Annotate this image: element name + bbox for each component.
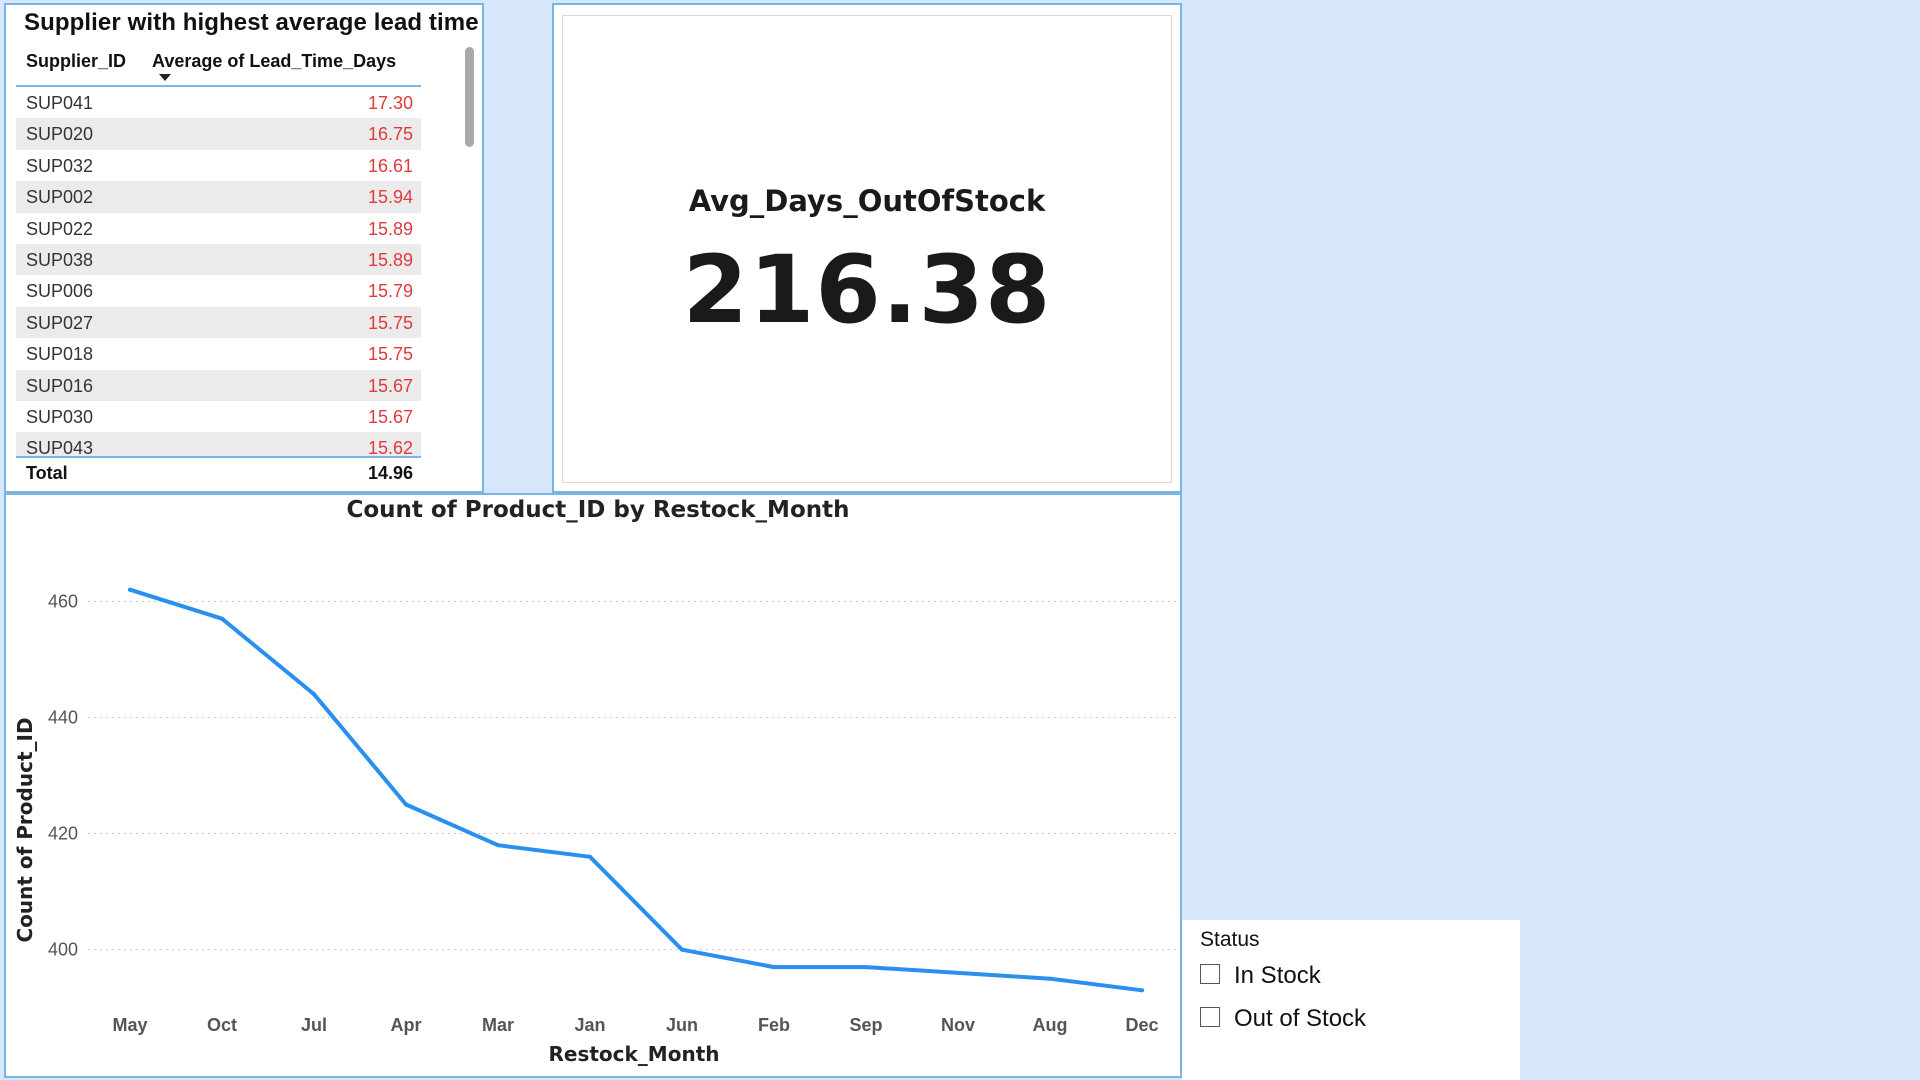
line-chart-svg: Count of Product_ID by Restock_Month 400 4… <box>13 497 1176 1066</box>
supplier-id-cell: SUP016 <box>26 375 94 396</box>
supplier-id-cell: SUP006 <box>26 281 94 302</box>
y-tick-label: 440 <box>48 707 78 727</box>
table-row[interactable]: SUP041 17.30 <box>16 87 421 118</box>
supplier-id-cell: SUP022 <box>26 218 94 239</box>
x-tick-label: Apr <box>391 1015 422 1035</box>
x-tick-label: Jun <box>666 1015 698 1035</box>
supplier-id-cell: SUP020 <box>26 124 94 145</box>
x-axis-title: Restock_Month <box>548 1042 719 1066</box>
lead-time-cell: 16.61 <box>367 155 413 176</box>
card-label: Avg_Days_OutOfStock <box>688 184 1046 218</box>
supplier-id-cell: SUP032 <box>26 155 94 176</box>
supplier-lead-time-table: Supplier with highest average lead time … <box>4 3 484 493</box>
y-tick-label: 400 <box>48 940 78 960</box>
table-body: SUP041 17.30 SUP020 16.75 SUP032 16.61 SUP002 1… <box>16 87 421 458</box>
x-tick-label: Dec <box>1125 1015 1158 1035</box>
x-tick-label: Mar <box>482 1015 514 1035</box>
table-scrollbar[interactable] <box>465 47 474 147</box>
table-row[interactable]: SUP020 16.75 <box>16 118 421 150</box>
sort-descending-icon[interactable] <box>159 74 171 81</box>
data-point <box>1140 988 1144 993</box>
y-axis-title: Count of Product_ID <box>13 717 37 942</box>
y-tick-label: 420 <box>48 824 78 844</box>
status-slicer: Status In Stock Out of Stock <box>1182 920 1520 1080</box>
lead-time-cell: 15.67 <box>367 406 413 427</box>
x-tick-label: Jan <box>574 1015 605 1035</box>
x-tick-label: Sep <box>849 1015 882 1035</box>
slicer-item-label: Out of Stock <box>1234 1005 1367 1032</box>
table-grid: Supplier_ID Average of Lead_Time_Days SU… <box>16 45 421 488</box>
restock-month-line-chart: Count of Product_ID by Restock_Month 400 4… <box>4 493 1182 1078</box>
chart-title: Count of Product_ID by Restock_Month <box>347 497 850 523</box>
lead-time-cell: 15.67 <box>367 375 413 396</box>
lead-time-cell: 15.75 <box>367 312 413 333</box>
card-value: 216.38 <box>682 236 1052 345</box>
supplier-id-cell: SUP002 <box>26 187 94 208</box>
data-point <box>1048 976 1052 981</box>
slicer-item-label: In Stock <box>1234 962 1321 989</box>
x-tick-label: Feb <box>758 1015 790 1035</box>
supplier-id-cell: SUP027 <box>26 312 94 333</box>
checkbox-in-stock[interactable] <box>1200 964 1220 984</box>
data-point <box>772 965 776 970</box>
lead-time-cell: 15.79 <box>367 281 413 302</box>
supplier-id-cell: SUP041 <box>26 93 94 113</box>
x-tick-label: Aug <box>1033 1015 1068 1035</box>
supplier-id-cell: SUP038 <box>26 249 94 270</box>
data-point <box>128 587 132 592</box>
card-frame: Avg_Days_OutOfStock 216.38 <box>562 15 1172 483</box>
table-row[interactable]: SUP018 15.75 <box>16 338 421 369</box>
data-point <box>956 970 960 975</box>
table-row[interactable]: SUP038 15.89 <box>16 243 421 276</box>
supplier-id-cell: SUP018 <box>26 344 94 365</box>
table-title: Supplier with highest average lead time <box>24 9 479 36</box>
lead-time-cell: 15.89 <box>367 218 413 239</box>
lead-time-cell: 17.30 <box>367 93 413 113</box>
table-header: Supplier_ID Average of Lead_Time_Days <box>16 45 421 87</box>
supplier-id-cell: SUP043 <box>26 438 94 458</box>
total-label: Total <box>26 463 68 483</box>
table-row[interactable]: SUP030 15.67 <box>16 401 421 432</box>
x-tick-label: May <box>112 1015 147 1035</box>
lead-time-cell: 15.62 <box>367 438 413 458</box>
data-point <box>312 692 316 697</box>
checkbox-out-of-stock[interactable] <box>1200 1007 1220 1027</box>
x-tick-label: Oct <box>207 1015 237 1035</box>
avg-days-out-of-stock-card: Avg_Days_OutOfStock 216.38 <box>552 3 1182 493</box>
table-row[interactable]: SUP027 15.75 <box>16 306 421 339</box>
slicer-title: Status <box>1200 928 1260 951</box>
data-point <box>404 802 408 807</box>
x-tick-label: Nov <box>941 1015 975 1035</box>
table-total-row: Total 14.96 <box>16 458 421 488</box>
data-point <box>680 947 684 952</box>
column-header-supplier-id[interactable]: Supplier_ID <box>26 51 127 71</box>
table-row[interactable]: SUP032 16.61 <box>16 150 421 181</box>
series-line <box>128 587 1144 993</box>
table-row[interactable]: SUP016 15.67 <box>16 369 421 401</box>
table-row[interactable]: SUP043 15.62 <box>16 432 421 458</box>
column-header-average-lead-time[interactable]: Average of Lead_Time_Days <box>152 51 397 71</box>
x-tick-label: Jul <box>301 1015 327 1035</box>
lead-time-cell: 15.94 <box>367 187 413 208</box>
lead-time-cell: 15.89 <box>367 249 413 270</box>
table-row[interactable]: SUP006 15.79 <box>16 275 421 306</box>
table-row[interactable]: SUP002 15.94 <box>16 181 421 213</box>
data-point <box>496 843 500 848</box>
lead-time-cell: 15.75 <box>367 344 413 365</box>
data-point <box>588 854 592 859</box>
data-point <box>864 965 868 970</box>
lead-time-cell: 16.75 <box>367 124 413 145</box>
data-point <box>220 616 224 621</box>
y-tick-label: 460 <box>48 591 78 611</box>
table-row[interactable]: SUP022 15.89 <box>16 213 421 244</box>
supplier-id-cell: SUP030 <box>26 406 94 427</box>
total-value: 14.96 <box>367 463 413 483</box>
